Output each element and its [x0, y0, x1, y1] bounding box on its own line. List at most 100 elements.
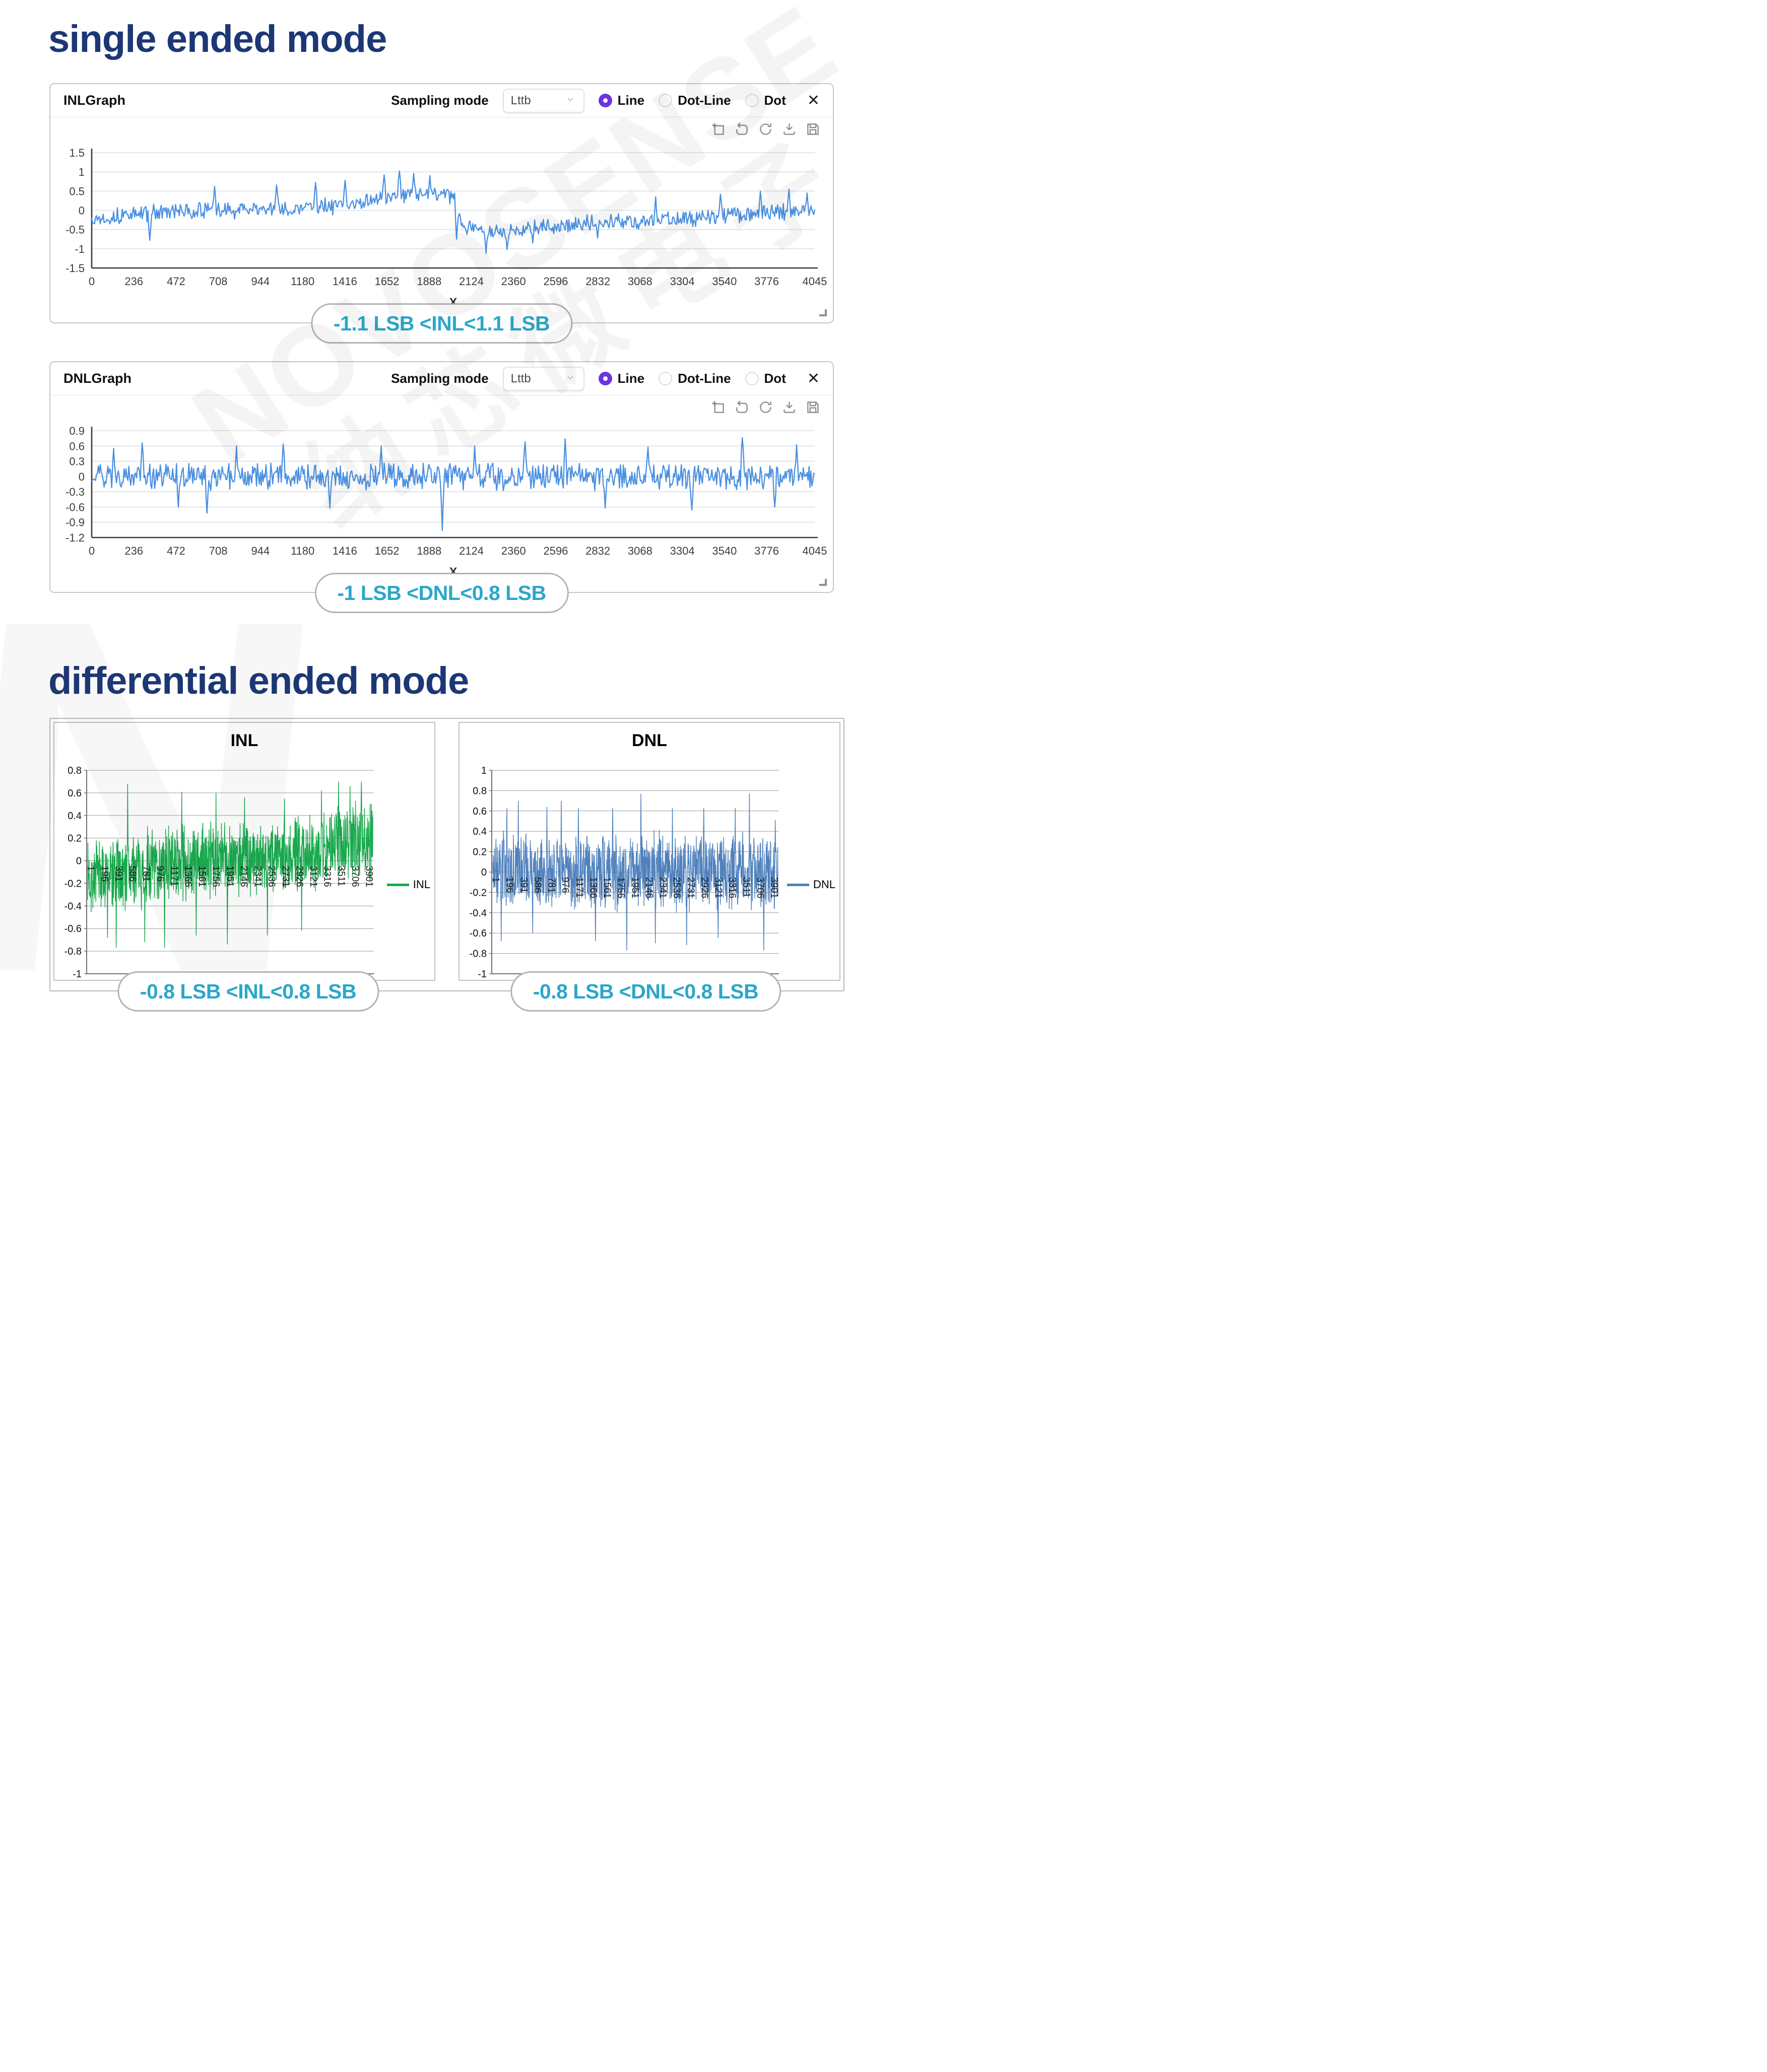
svg-text:1652: 1652: [375, 275, 400, 288]
svg-text:2360: 2360: [501, 275, 526, 288]
section-title-single-ended: single ended mode: [48, 18, 387, 60]
radio-dot[interactable]: Dot: [745, 371, 786, 386]
differential-section: INL 0.8 0.6 0.4 0.2 0 -0.2 -0.4 -0.6 -0.8 -1 1 196 3…: [49, 718, 844, 1012]
svg-text:0.6: 0.6: [69, 440, 85, 452]
radio-dot-dot[interactable]: [745, 94, 759, 107]
svg-text:0: 0: [79, 205, 85, 217]
svg-text:2341: 2341: [658, 877, 668, 898]
svg-text:-0.4: -0.4: [470, 908, 487, 919]
svg-text:196: 196: [504, 877, 515, 893]
radio-line[interactable]: Line: [598, 371, 644, 386]
svg-text:0.6: 0.6: [473, 806, 487, 817]
radio-line-dot[interactable]: [598, 94, 612, 107]
svg-text:-1: -1: [73, 969, 82, 978]
diff-dnl-range-badge: -0.8 LSB <DNL<0.8 LSB: [510, 971, 781, 1012]
dnl-chart-body: 0.9 0.6 0.3 0 -0.3 -0.6 -0.9 -1.2 0 236 472 708 944 1…: [50, 395, 833, 591]
svg-text:2596: 2596: [543, 275, 568, 288]
svg-text:3304: 3304: [670, 545, 695, 557]
svg-text:586: 586: [127, 866, 138, 882]
sampling-mode-value: Lttb: [510, 93, 531, 107]
radio-dot-line[interactable]: Dot-Line: [659, 371, 731, 386]
svg-text:3901: 3901: [769, 877, 779, 898]
svg-text:2146: 2146: [643, 877, 654, 898]
dnl-graph-section: DNLGraph Sampling mode Lttb Line Dot-Lin…: [49, 361, 834, 613]
svg-text:586: 586: [532, 877, 543, 893]
svg-text:1.5: 1.5: [69, 147, 85, 159]
undo-zoom-icon[interactable]: [735, 400, 749, 414]
chevron-down-icon: [564, 371, 576, 386]
sampling-mode-select[interactable]: Lttb: [502, 88, 584, 113]
radio-dot-line-dot[interactable]: [659, 94, 673, 107]
svg-text:1888: 1888: [417, 275, 441, 288]
download-icon[interactable]: [782, 122, 796, 136]
svg-text:2536: 2536: [671, 877, 682, 898]
svg-text:-0.6: -0.6: [66, 501, 85, 513]
svg-text:1561: 1561: [602, 877, 612, 898]
svg-text:-0.8: -0.8: [64, 946, 82, 957]
radio-dot-dot[interactable]: [745, 372, 759, 385]
dnl-line-chart[interactable]: 0.9 0.6 0.3 0 -0.3 -0.6 -0.9 -1.2 0 236 472 708 944 1…: [50, 395, 833, 591]
inl-legend: INL: [386, 878, 430, 891]
svg-text:0.9: 0.9: [69, 425, 85, 437]
svg-text:3540: 3540: [712, 545, 737, 557]
resize-handle-icon[interactable]: [819, 579, 827, 586]
svg-text:3511: 3511: [336, 866, 346, 887]
svg-text:2146: 2146: [238, 866, 249, 887]
svg-text:-0.8: -0.8: [470, 949, 487, 960]
dnl-legend-label: DNL: [813, 878, 835, 891]
close-icon[interactable]: ✕: [807, 370, 820, 387]
save-icon[interactable]: [806, 122, 820, 136]
svg-text:2360: 2360: [501, 545, 526, 557]
radio-line-label: Line: [617, 93, 645, 108]
download-icon[interactable]: [782, 400, 796, 414]
refresh-icon[interactable]: [759, 122, 772, 136]
svg-text:2832: 2832: [585, 545, 610, 557]
radio-dot-label: Dot: [764, 93, 786, 108]
chevron-down-icon: [564, 93, 576, 108]
inl-chart-title: INL: [230, 730, 258, 750]
radio-dot[interactable]: Dot: [745, 93, 786, 108]
zoom-box-icon[interactable]: [711, 400, 725, 414]
svg-text:0.8: 0.8: [68, 765, 82, 776]
radio-line[interactable]: Line: [598, 93, 645, 108]
resize-handle-icon[interactable]: [819, 309, 827, 316]
svg-text:0: 0: [76, 856, 82, 867]
svg-text:391: 391: [113, 866, 123, 882]
svg-text:3706: 3706: [350, 866, 360, 887]
svg-text:2536: 2536: [266, 866, 277, 887]
svg-text:708: 708: [209, 545, 228, 557]
svg-text:-0.2: -0.2: [470, 887, 487, 898]
close-icon[interactable]: ✕: [807, 92, 820, 109]
svg-text:0.8: 0.8: [473, 785, 487, 796]
svg-text:1756: 1756: [211, 866, 221, 887]
svg-text:1180: 1180: [291, 545, 314, 557]
inl-legend-line: [386, 883, 409, 886]
svg-text:1366: 1366: [182, 866, 193, 887]
svg-text:3304: 3304: [670, 275, 695, 288]
svg-text:0.2: 0.2: [473, 847, 487, 858]
undo-zoom-icon[interactable]: [735, 122, 749, 136]
save-icon[interactable]: [806, 400, 820, 414]
radio-dot-line[interactable]: Dot-Line: [659, 93, 731, 108]
inl-line-chart[interactable]: 1.5 1 0.5 0 -0.5 -1 -1.5 0 236 472 708 944 1180 1416 1…: [50, 117, 833, 321]
inl-excel-chart-box: INL 0.8 0.6 0.4 0.2 0 -0.2 -0.4 -0.6 -0.8 -1 1 196 3…: [53, 722, 435, 981]
svg-text:3316: 3316: [322, 866, 333, 887]
svg-text:0: 0: [89, 545, 95, 557]
sampling-mode-select[interactable]: Lttb: [502, 366, 584, 391]
svg-text:1561: 1561: [197, 866, 207, 887]
chart-toolbar: [711, 400, 820, 414]
svg-text:1888: 1888: [417, 545, 441, 557]
radio-line-dot[interactable]: [598, 372, 612, 385]
dnl-panel-header: DNLGraph Sampling mode Lttb Line Dot-Lin…: [50, 362, 833, 395]
svg-text:-0.4: -0.4: [64, 901, 82, 912]
radio-dot-line-label: Dot-Line: [678, 93, 731, 108]
zoom-box-icon[interactable]: [711, 122, 725, 136]
radio-dot-line-dot[interactable]: [659, 372, 673, 385]
inl-graph-section: INLGraph Sampling mode Lttb Line Dot-Lin…: [49, 83, 834, 344]
section-title-differential-ended: differential ended mode: [48, 659, 469, 702]
svg-text:0.5: 0.5: [69, 185, 85, 197]
svg-text:0.3: 0.3: [69, 455, 85, 468]
dnl-graph-panel: DNLGraph Sampling mode Lttb Line Dot-Lin…: [49, 361, 834, 593]
refresh-icon[interactable]: [759, 400, 772, 414]
svg-text:-0.2: -0.2: [64, 878, 82, 889]
